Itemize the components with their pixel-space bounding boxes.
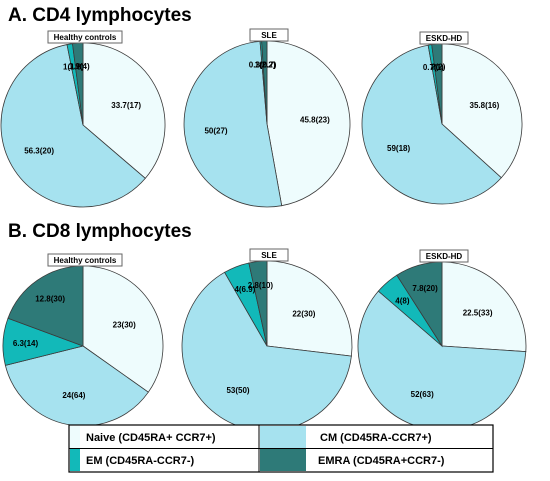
legend: Naive (CD45RA+ CCR7+) CM (CD45RA-CCR7+) … [68,424,494,473]
pie-charts: 33.7(17) 56.3(20) 1(1.8)1.9(4) Healthy cont… [0,28,527,432]
pie-title: ESKD-HD [426,252,463,261]
pie-chart: 35.8(16) 59(18) 0.7(1)2(2) ESKD-HD [361,31,523,205]
pie-label-em: 0.7(1) [423,63,444,72]
pie-slice-cm [183,40,283,208]
legend-label-cm: CM (CD45RA-CCR7+) [320,432,432,444]
pie-chart: 45.8(23) 50(27) 0.3(0.7)1(2.2) SLE [183,28,351,208]
pie-slice-cm [0,44,146,208]
pie-title-box [249,248,289,262]
pie-slice-cm [181,271,352,432]
pie-label-cm: 53(50) [226,386,249,395]
pie-label-naive: 22(30) [292,309,315,318]
pie-slice-cm [357,290,527,431]
pie-title-box [419,249,469,263]
pie-title-box [419,31,469,45]
pie-slice-naive [441,261,527,353]
pie-title: SLE [261,251,277,260]
pie-label-em: 6.3(14) [13,339,39,348]
pie-title: SLE [261,31,277,40]
pie-label-cm: 56.3(20) [24,147,54,156]
pie-slice-cm [361,44,502,205]
pie-label-cm: 24(64) [62,391,85,400]
pie-label-cm: 52(63) [411,390,434,399]
pie-slice-naive [266,40,351,207]
pie-chart: 22(30) 53(50) 4(6.9)2.8(10) SLE [181,248,353,432]
legend-swatch-naive [70,426,80,448]
pie-label-emra: 12.8(30) [35,295,65,304]
pie-label-naive: 22.5(33) [463,309,493,318]
pie-label-cm: 59(18) [387,144,410,153]
pie-label-emra: 2.8(10) [248,281,274,290]
pie-label-cm: 50(27) [204,127,227,136]
pie-label-emra: 1.9(4) [69,62,90,71]
legend-swatch-emra [260,449,306,471]
legend-label-em: EM (CD45RA-CCR7-) [86,455,195,467]
legend-swatch-cm [260,426,306,448]
pie-label-naive: 45.8(23) [300,116,330,125]
pie-slice-naive [82,265,164,393]
pie-chart: 23(30) 24(64) 6.3(14) 12.8(30) Healthy contr… [2,253,164,427]
pie-label-emra: 7.8(20) [412,284,438,293]
pie-label-em: 4(6.9) [234,285,255,294]
pie-title: Healthy controls [54,256,117,265]
pie-label-naive: 35.8(16) [470,101,500,110]
pie-title-box [47,30,123,44]
pie-slice-cm [4,345,149,427]
section-title-cd4: A. CD4 lymphocytes [8,5,192,26]
pie-slice-naive [266,260,353,357]
pie-chart: 33.7(17) 56.3(20) 1(1.8)1.9(4) Healthy cont… [0,30,166,208]
pie-label-naive: 33.7(17) [111,101,141,110]
pie-label-emra: 2(2) [431,63,446,72]
pie-label-em: 0.3(0.7) [249,60,277,69]
legend-label-naive: Naive (CD45RA+ CCR7+) [86,432,216,444]
pie-slice-naive [441,43,523,179]
pie-label-em: 4(8) [395,296,410,305]
pie-chart: 22.5(33) 52(63) 4(8)7.8(20) ESKD-HD [357,249,527,431]
pie-title: Healthy controls [54,33,117,42]
pie-slice-naive [82,42,166,179]
legend-swatch-em [70,449,80,471]
pie-label-em: 1(1.8) [63,63,84,72]
section-title-cd8: B. CD8 lymphocytes [8,221,192,242]
pie-title-box [47,253,123,267]
pie-title: ESKD-HD [426,34,463,43]
legend-label-emra: EMRA (CD45RA+CCR7-) [318,455,445,467]
pie-label-emra: 1(2.2) [255,60,276,69]
pie-label-naive: 23(30) [113,321,136,330]
pie-title-box [249,28,289,42]
